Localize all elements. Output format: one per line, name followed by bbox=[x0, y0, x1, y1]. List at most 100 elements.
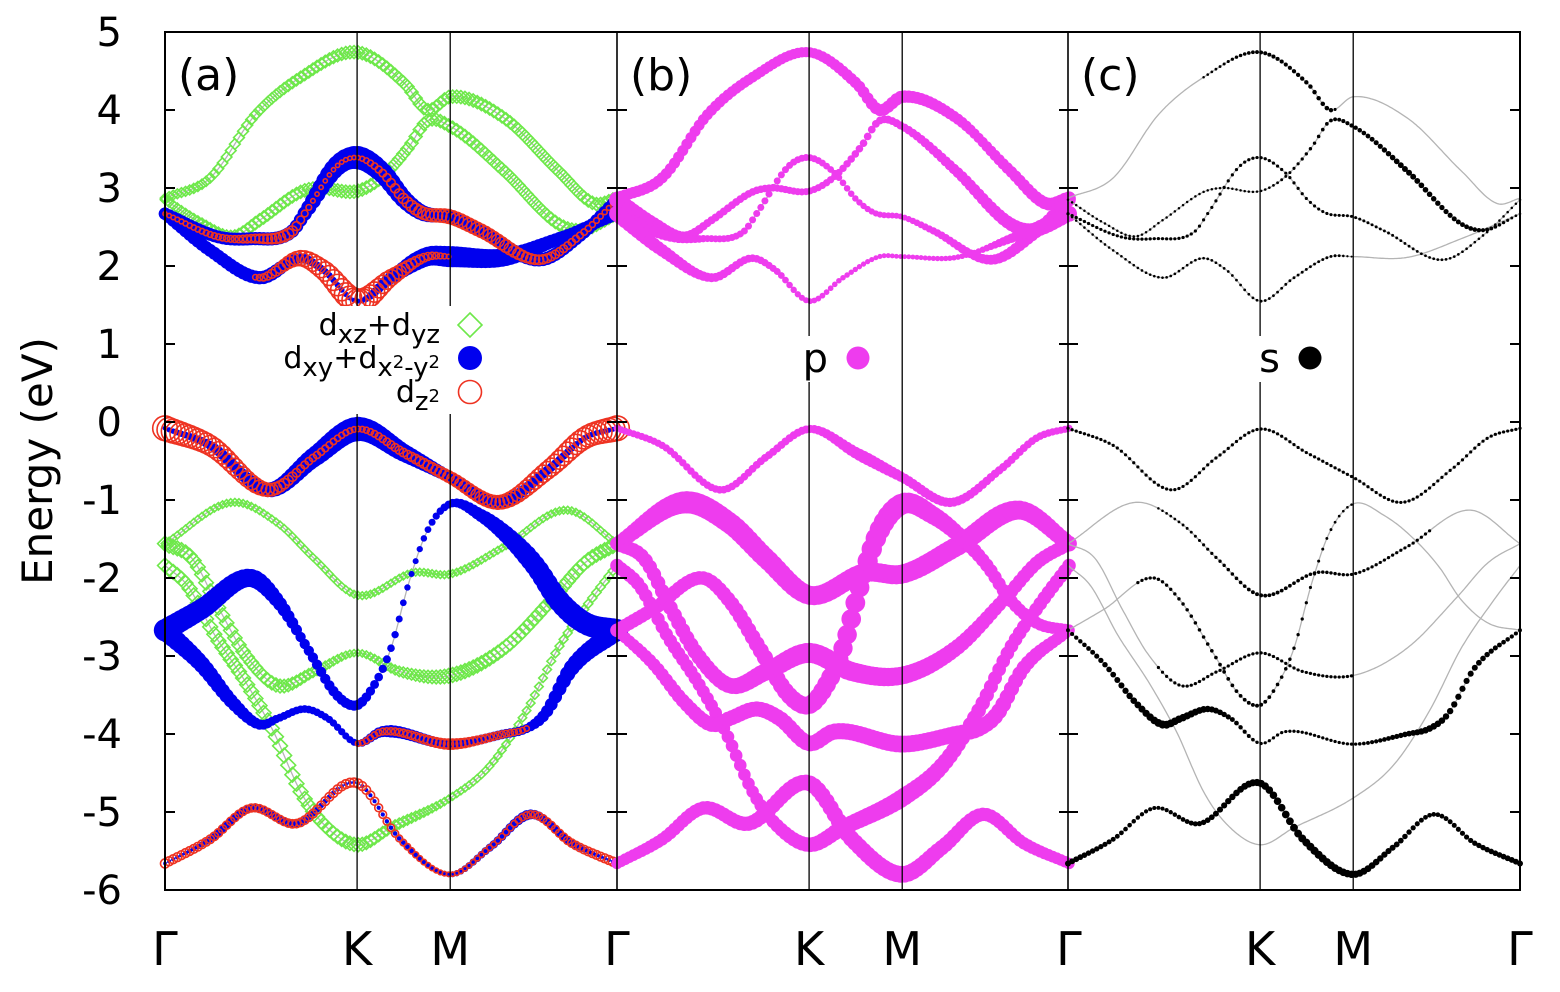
marker-dz2 bbox=[254, 803, 265, 814]
marker-dxz+dyz bbox=[337, 833, 354, 850]
marker-s bbox=[1415, 538, 1419, 542]
marker-dxz+dyz bbox=[289, 674, 304, 689]
marker-s bbox=[1152, 237, 1156, 241]
marker-dxz+dyz bbox=[587, 546, 605, 564]
marker-dxz+dyz bbox=[448, 665, 466, 683]
marker-s bbox=[1320, 101, 1326, 107]
marker-s bbox=[1268, 186, 1271, 190]
marker-s bbox=[1480, 844, 1486, 851]
marker-s bbox=[1430, 196, 1437, 202]
marker-s bbox=[1275, 733, 1280, 737]
marker-p bbox=[943, 255, 949, 262]
marker-s bbox=[1288, 279, 1292, 283]
marker-s bbox=[1402, 833, 1408, 840]
marker-s bbox=[1296, 186, 1300, 190]
marker-dxz+dyz bbox=[373, 585, 384, 596]
marker-dxz+dyz bbox=[509, 626, 527, 645]
marker-s bbox=[1497, 642, 1502, 648]
marker-p bbox=[867, 125, 876, 134]
marker-dz2 bbox=[490, 840, 498, 849]
marker-s bbox=[1342, 254, 1345, 258]
marker-p bbox=[840, 274, 846, 281]
marker-dz2 bbox=[524, 253, 537, 265]
marker-s bbox=[1361, 130, 1367, 136]
marker-s bbox=[1419, 252, 1423, 256]
marker-p bbox=[740, 227, 748, 235]
marker-dxz+dyz bbox=[240, 118, 254, 132]
k-point-label: Γ bbox=[604, 922, 630, 976]
marker-s bbox=[1156, 236, 1160, 241]
band-line bbox=[1067, 156, 1521, 261]
marker-s bbox=[1292, 443, 1296, 447]
marker-s bbox=[1448, 468, 1452, 473]
marker-dz2 bbox=[518, 813, 527, 822]
marker-dxz+dyz bbox=[435, 798, 446, 810]
marker-s bbox=[1349, 742, 1354, 746]
marker-s bbox=[1107, 231, 1111, 235]
marker-dz2 bbox=[358, 425, 366, 433]
marker-s bbox=[1194, 195, 1197, 198]
marker-s bbox=[1399, 239, 1403, 243]
marker-s bbox=[1488, 648, 1494, 654]
marker-s bbox=[1210, 459, 1214, 463]
marker-dxz+dyz bbox=[357, 590, 368, 601]
marker-s bbox=[1290, 823, 1298, 832]
marker-dz2 bbox=[295, 215, 306, 225]
marker-s bbox=[1288, 729, 1292, 733]
marker-s bbox=[1501, 430, 1506, 434]
marker-s bbox=[1193, 621, 1198, 625]
marker-s bbox=[1184, 819, 1190, 825]
marker-s bbox=[1385, 151, 1392, 157]
marker-s bbox=[1251, 50, 1255, 55]
marker-s bbox=[1132, 263, 1136, 267]
marker-dxz+dyz bbox=[449, 122, 465, 138]
marker-s bbox=[1292, 166, 1296, 170]
marker-s bbox=[1418, 182, 1425, 189]
marker-s bbox=[1128, 236, 1132, 241]
marker-s bbox=[1366, 740, 1370, 745]
marker-dxz+dyz bbox=[420, 112, 436, 129]
marker-s bbox=[1246, 734, 1251, 738]
marker-s bbox=[1272, 294, 1275, 298]
marker-s bbox=[1202, 75, 1205, 79]
marker-s bbox=[1471, 664, 1478, 671]
marker-dxz+dyz bbox=[268, 200, 284, 216]
marker-s bbox=[1126, 692, 1133, 700]
marker-dxz+dyz bbox=[172, 541, 190, 559]
marker-dz2 bbox=[238, 470, 256, 488]
marker-s bbox=[1090, 649, 1096, 655]
marker-dz2 bbox=[493, 731, 503, 740]
k-point-label: K bbox=[342, 922, 374, 976]
marker-dxz+dyz bbox=[365, 589, 376, 600]
marker-s bbox=[1288, 664, 1292, 668]
marker-s bbox=[1275, 164, 1280, 168]
marker-dxz+dyz bbox=[214, 606, 231, 624]
marker-dz2 bbox=[514, 727, 523, 736]
marker-s bbox=[1485, 436, 1489, 440]
marker-dz2 bbox=[254, 233, 265, 244]
marker-dxz+dyz bbox=[588, 196, 605, 212]
marker-dxz+dyz bbox=[505, 630, 523, 648]
marker-p bbox=[841, 609, 862, 629]
marker-dxz+dyz bbox=[547, 214, 563, 230]
legend-label: dz2 bbox=[396, 375, 440, 417]
legend-symbol-filled-circle bbox=[458, 346, 482, 370]
marker-s bbox=[1177, 207, 1181, 210]
marker-s bbox=[1391, 233, 1395, 237]
marker-s bbox=[1181, 203, 1185, 207]
marker-dxy+dx2-y2 bbox=[387, 644, 395, 653]
marker-s bbox=[1484, 651, 1490, 658]
marker-dxz+dyz bbox=[230, 636, 248, 654]
marker-s bbox=[1082, 642, 1087, 648]
marker-dxz+dyz bbox=[545, 655, 557, 667]
marker-s bbox=[1317, 673, 1321, 677]
marker-dz2 bbox=[210, 232, 219, 240]
marker-dz2 bbox=[326, 171, 333, 178]
marker-s bbox=[1206, 73, 1210, 76]
marker-s bbox=[1321, 736, 1325, 740]
marker-s bbox=[1300, 730, 1304, 734]
marker-s bbox=[1366, 221, 1370, 225]
marker-dxz+dyz bbox=[394, 573, 405, 584]
marker-s bbox=[1436, 258, 1440, 261]
marker-p bbox=[859, 139, 868, 148]
